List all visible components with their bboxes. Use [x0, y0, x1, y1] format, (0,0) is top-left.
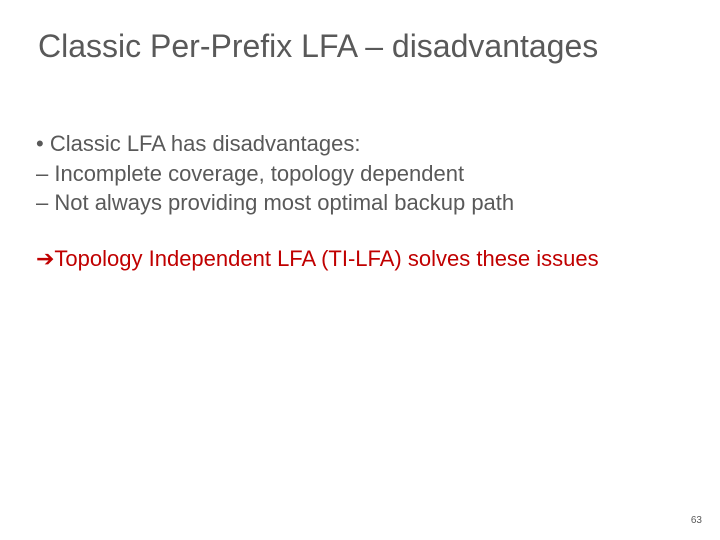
highlight-conclusion: ➔Topology Independent LFA (TI-LFA) solve…: [36, 245, 680, 273]
slide-title: Classic Per-Prefix LFA – disadvantages: [38, 28, 700, 65]
bullet-sub-1: – Incomplete coverage, topology dependen…: [36, 160, 680, 188]
bullet-intro: • Classic LFA has disadvantages:: [36, 130, 680, 158]
slide-body: • Classic LFA has disadvantages: – Incom…: [36, 130, 680, 274]
slide: Classic Per-Prefix LFA – disadvantages •…: [0, 0, 720, 540]
page-number: 63: [691, 515, 702, 526]
spacer: [36, 219, 680, 245]
bullet-sub-2: – Not always providing most optimal back…: [36, 189, 680, 217]
